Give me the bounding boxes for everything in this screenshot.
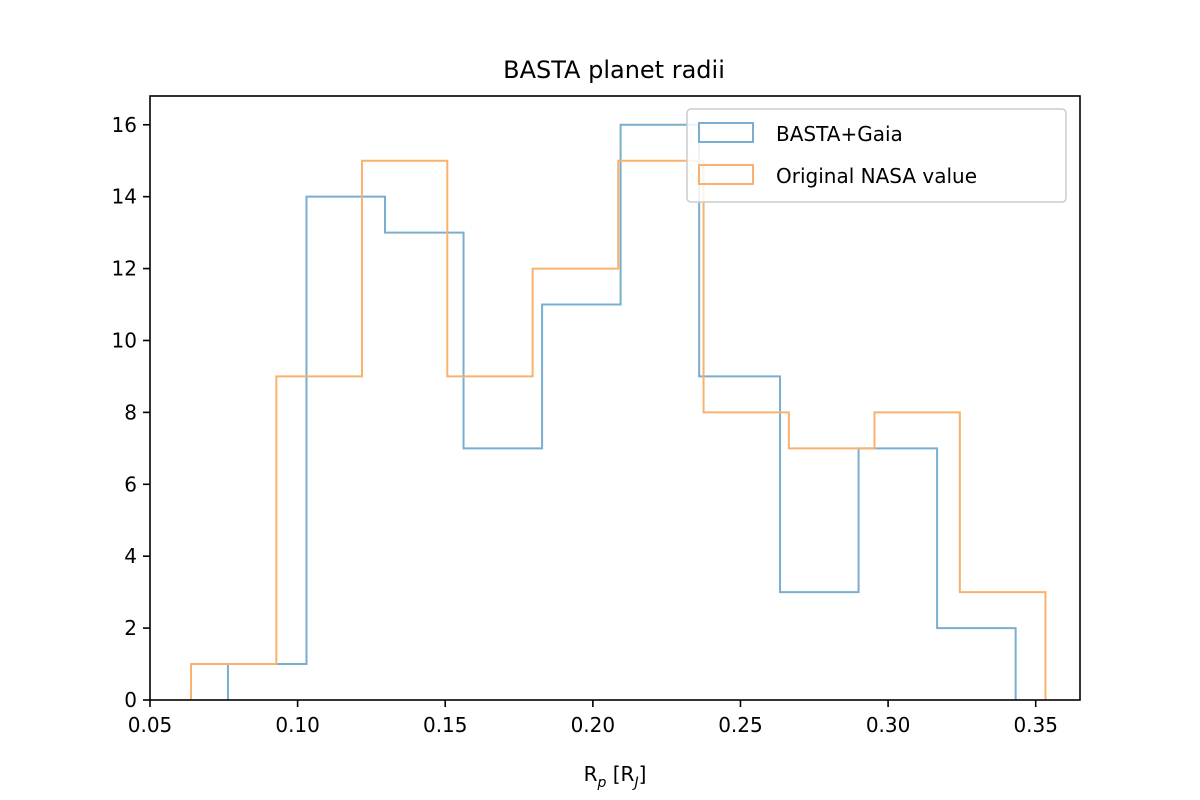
plot-frame: [149, 95, 1081, 701]
x-axis-label-sub: p: [597, 775, 607, 791]
legend: BASTA+Gaia Original NASA value: [686, 108, 1067, 203]
histogram-series-0: [226, 123, 1017, 700]
x-tick-label: 0.30: [866, 713, 911, 737]
chart-title: BASTA planet radii: [503, 56, 725, 84]
y-tick-label: 4: [124, 544, 137, 568]
y-tick-label: 14: [112, 185, 137, 209]
y-tick-label: 0: [124, 688, 137, 712]
x-tick-label: 0.35: [1013, 713, 1058, 737]
y-axis: 0 2 4 6 8 10 12 14 16: [112, 113, 150, 712]
x-tick-label: 0.10: [275, 713, 320, 737]
x-axis-label-units-sub: J: [631, 775, 638, 791]
legend-box: [686, 108, 1067, 203]
y-tick-label: 10: [112, 328, 137, 352]
x-axis-label-units: [R: [613, 762, 635, 786]
x-tick-label: 0.15: [423, 713, 468, 737]
y-tick-label: 2: [124, 616, 137, 640]
y-tick-label: 6: [124, 472, 137, 496]
legend-swatch-original-nasa: [698, 164, 754, 185]
x-axis-label-base: R: [584, 762, 598, 786]
legend-swatch-basta-gaia: [698, 122, 754, 143]
x-axis-label-close: ]: [639, 762, 647, 786]
y-tick-label: 12: [112, 257, 137, 281]
x-tick-label: 0.05: [128, 713, 173, 737]
x-tick-label: 0.20: [571, 713, 616, 737]
y-tick-label: 16: [112, 113, 137, 137]
legend-label-original-nasa: Original NASA value: [776, 164, 977, 188]
y-tick-label: 8: [124, 400, 137, 424]
x-axis: 0.05 0.10 0.15 0.20 0.25 0.30 0.35: [128, 700, 1058, 737]
series-layer: [190, 123, 1047, 700]
x-tick-label: 0.25: [718, 713, 763, 737]
legend-label-basta-gaia: BASTA+Gaia: [776, 122, 903, 146]
histogram-series-1: [190, 159, 1047, 700]
x-axis-label: Rp [RJ]: [584, 762, 647, 791]
